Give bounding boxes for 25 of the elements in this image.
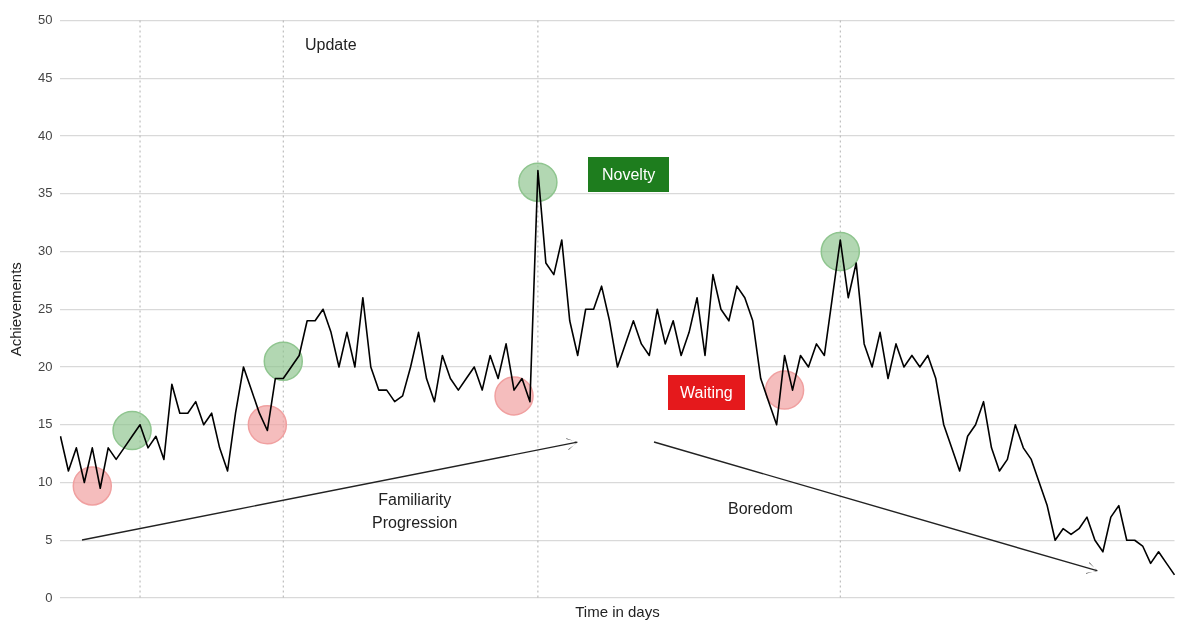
annotation: Novelty (588, 157, 670, 192)
y-tick-label: 30 (37, 243, 53, 259)
x-axis-title: Time in days (575, 603, 660, 621)
point (820, 231, 861, 272)
y-axis-title: Achievements (7, 262, 25, 357)
point (263, 341, 304, 381)
point (518, 162, 558, 202)
y-tick-label: 50 (37, 12, 53, 28)
point (494, 376, 534, 416)
y-tick-label: 15 (37, 416, 53, 432)
y-tick-label: 5 (45, 531, 53, 547)
y-tick-label: 20 (37, 358, 53, 374)
point (247, 405, 288, 445)
annotation: Boredom (728, 499, 793, 519)
annotation: Update (305, 35, 357, 55)
y-tick-label: 0 (45, 589, 53, 605)
y-tick-label: 45 (37, 69, 53, 85)
y-tick-label: 10 (37, 474, 53, 490)
y-tick-label: 35 (37, 185, 53, 201)
point (72, 466, 113, 506)
annotation: Waiting (668, 375, 745, 410)
annotation: Familiarity Progression (372, 490, 458, 533)
y-tick-label: 40 (37, 127, 53, 143)
y-tick-label: 25 (37, 300, 53, 316)
point (112, 410, 152, 451)
